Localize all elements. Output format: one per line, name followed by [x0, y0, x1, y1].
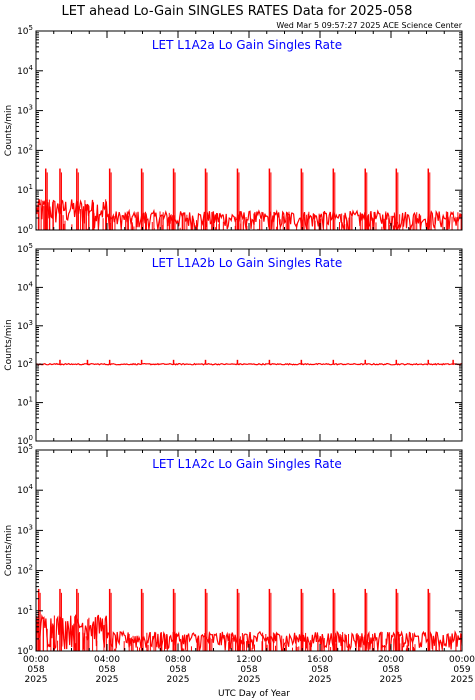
y-tick-label: 104 — [17, 64, 33, 77]
x-tick-label: 2025 — [167, 675, 190, 685]
y-tick-label: 100 — [17, 434, 33, 447]
x-tick-label: 058 — [98, 665, 115, 675]
y-tick-label: 102 — [17, 357, 33, 370]
y-tick-label: 102 — [17, 143, 33, 156]
x-tick-label: 058 — [240, 665, 257, 675]
y-tick-label: 105 — [17, 443, 33, 456]
x-tick-label: 058 — [169, 665, 186, 675]
y-tick-label: 101 — [17, 604, 33, 617]
x-tick-label: 2025 — [25, 675, 48, 685]
x-tick-label: 058 — [382, 665, 399, 675]
y-axis-label: Counts/min — [4, 319, 14, 370]
plot-frame — [35, 248, 463, 442]
series-line — [35, 168, 463, 231]
y-tick-label: 104 — [17, 483, 33, 496]
x-tick-label: 2025 — [380, 675, 403, 685]
y-tick-label: 103 — [17, 523, 33, 536]
panel-title: LET L1A2b Lo Gain Singles Rate — [152, 256, 343, 270]
panel-2: 100 101 102 103 104 105 LET L1A2b Lo Gain Sing… — [4, 242, 463, 447]
x-tick-label: 20:00 — [378, 655, 404, 665]
x-tick-labels: 00:00058202504:00058202508:00058202512:0… — [23, 655, 475, 685]
panel-1: 100 101 102 103 104 105 LET L1A2a Lo Gain Sing… — [4, 24, 463, 236]
panel-3: 100 101 102 103 104 105 LET L1A2c Lo Gain Sing… — [4, 443, 463, 657]
y-tick-label: 102 — [17, 564, 33, 577]
x-tick-label: 04:00 — [94, 655, 120, 665]
y-tick-label: 101 — [17, 183, 33, 196]
y-tick-label: 100 — [17, 223, 33, 236]
timestamp: Wed Mar 5 09:57:27 2025 ACE Science Cent… — [276, 21, 462, 30]
y-tick-label: 105 — [17, 242, 33, 255]
x-tick-label: 058 — [311, 665, 328, 675]
x-tick-label: 00:00 — [449, 655, 475, 665]
panel-title: LET L1A2a Lo Gain Singles Rate — [152, 38, 342, 52]
x-tick-label: 08:00 — [165, 655, 191, 665]
series-trace — [35, 613, 463, 652]
y-axis-label: Counts/min — [4, 525, 14, 576]
y-tick-label: 100 — [17, 644, 33, 657]
y-tick-label: 103 — [17, 104, 33, 117]
series-trace — [35, 362, 462, 366]
y-axis-label: Counts/min — [4, 105, 14, 156]
x-tick-label: 058 — [27, 665, 44, 675]
x-tick-label: 12:00 — [236, 655, 262, 665]
y-tick-label: 103 — [17, 319, 33, 332]
x-tick-label: 00:00 — [23, 655, 49, 665]
y-tick-label: 101 — [17, 396, 33, 409]
x-tick-label: 059 — [453, 665, 470, 675]
page-title: LET ahead Lo-Gain SINGLES RATES Data for… — [62, 4, 413, 19]
series-line — [35, 359, 462, 366]
x-tick-label: 2025 — [451, 675, 474, 685]
x-tick-label: 2025 — [96, 675, 119, 685]
x-tick-label: 2025 — [309, 675, 332, 685]
series-line — [35, 588, 463, 652]
y-tick-label: 104 — [17, 280, 33, 293]
x-tick-label: 2025 — [238, 675, 261, 685]
chart-panels: 100 101 102 103 104 105 LET L1A2a Lo Gain Sing… — [4, 24, 475, 685]
x-axis-label: UTC Day of Year — [218, 689, 290, 699]
x-tick-label: 16:00 — [307, 655, 333, 665]
y-tick-label: 105 — [17, 24, 33, 37]
panel-title: LET L1A2c Lo Gain Singles Rate — [152, 457, 342, 471]
